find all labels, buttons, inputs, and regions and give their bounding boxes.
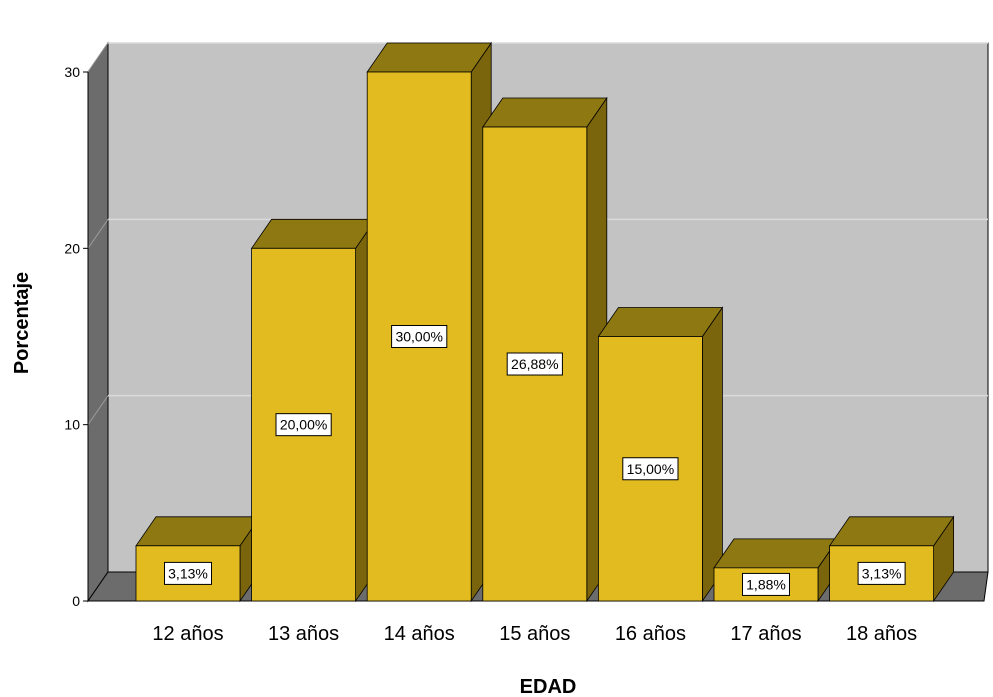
x-tick-label: 12 años — [152, 623, 223, 645]
data-label-text: 3,13% — [168, 565, 208, 581]
x-tick-label: 15 años — [499, 623, 570, 645]
bar — [250, 218, 377, 603]
x-axis-categories: 12 años 13 años 14 años 15 años 16 años 17 añ… — [152, 623, 917, 645]
data-label-text: 20,00% — [280, 417, 327, 433]
data-label-text: 1,88% — [746, 576, 786, 592]
bar-top — [135, 516, 261, 547]
data-label-box — [742, 572, 790, 596]
y-axis-title: Porcentaje — [11, 272, 33, 374]
x-tick-label: 17 años — [730, 623, 801, 645]
bar — [135, 515, 261, 603]
data-labels: 3,13% 20,00% 30,00% 26,88% 15,00% 1,88% 3,13% — [164, 325, 906, 596]
data-label-box — [164, 561, 212, 585]
left-wall — [87, 41, 109, 603]
bar — [597, 306, 724, 603]
y-axis-ticks: 0 10 20 30 — [64, 64, 89, 609]
y-tick-label: 20 — [64, 240, 80, 256]
data-label-box — [506, 352, 563, 376]
data-label: 26,88% — [506, 352, 563, 376]
data-label-box — [857, 561, 906, 585]
gridline-wall — [87, 219, 109, 249]
bars — [135, 41, 955, 603]
data-label-text: 30,00% — [395, 329, 442, 345]
data-label: 3,13% — [857, 561, 906, 585]
data-label-text: 3,13% — [862, 565, 902, 581]
bar — [482, 96, 608, 603]
data-label-box — [275, 413, 332, 437]
bar — [828, 515, 955, 603]
data-label-text: 26,88% — [511, 356, 558, 372]
x-axis-title: EDAD — [520, 676, 577, 697]
bar-top — [713, 538, 839, 569]
x-tick-label: 13 años — [268, 623, 339, 645]
data-label: 15,00% — [622, 457, 679, 481]
bar-top — [597, 307, 724, 337]
bar — [366, 41, 492, 603]
bar-top — [482, 97, 608, 128]
x-tick-label: 16 años — [615, 623, 686, 645]
bar-side — [702, 306, 723, 603]
data-label-text: 15,00% — [627, 461, 674, 477]
y-tick-label: 10 — [64, 417, 80, 433]
gridline-wall — [87, 395, 109, 425]
x-tick-label: 18 años — [846, 623, 917, 645]
data-label: 30,00% — [391, 325, 448, 348]
data-label: 20,00% — [275, 413, 332, 437]
gridline-wall — [87, 42, 109, 73]
y-tick-label: 0 — [72, 593, 80, 609]
bar-top — [366, 42, 492, 73]
data-label-box — [391, 325, 448, 348]
bar-top — [828, 516, 955, 547]
y-tick-label: 30 — [64, 64, 80, 80]
bar-top — [250, 218, 377, 249]
data-label: 1,88% — [742, 572, 790, 596]
data-label-box — [622, 457, 679, 481]
data-label: 3,13% — [164, 561, 212, 585]
x-tick-label: 14 años — [384, 623, 455, 645]
